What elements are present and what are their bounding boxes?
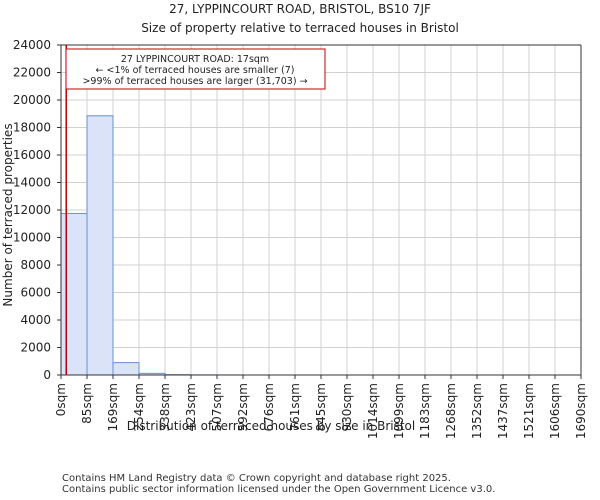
y-tick-label: 0 (43, 368, 51, 382)
y-tick-label: 4000 (20, 313, 51, 327)
x-tick-label: 507sqm (210, 383, 224, 431)
chart-subtitle: Size of property relative to terraced ho… (141, 21, 459, 35)
x-tick-label: 169sqm (106, 383, 120, 431)
y-axis-ticks: 0 2000 4000 6000 8000 10000 12000 14000 16000 180… (13, 38, 61, 382)
x-tick-label: 1521sqm (522, 383, 536, 439)
x-tick-label: 423sqm (184, 383, 198, 431)
x-axis-label: Distribution of terraced houses by size … (127, 419, 415, 433)
y-tick-label: 18000 (13, 121, 51, 135)
x-tick-label: 1183sqm (418, 383, 432, 439)
x-tick-label: 761sqm (288, 383, 302, 431)
bar-0sqm (60, 212, 88, 376)
y-axis-label: Number of terraced properties (1, 123, 15, 306)
footer-copyright: Contains HM Land Registry data © Crown c… (62, 473, 451, 484)
y-tick-label: 12000 (13, 203, 51, 217)
gridlines (60, 44, 582, 376)
bar-85sqm (86, 115, 114, 376)
annotation-line-2: ← <1% of terraced houses are smaller (7) (96, 65, 295, 76)
y-tick-label: 20000 (13, 93, 51, 107)
annotation-box: 27 LYPPINCOURT ROAD: 17sqm ← <1% of terr… (65, 48, 326, 90)
x-tick-label: 1352sqm (470, 383, 484, 439)
x-tick-label: 930sqm (340, 383, 354, 431)
x-axis-ticks: 0sqm 85sqm 169sqm 254sqm 338sqm 423sqm 507sqm 5… (54, 375, 588, 439)
x-tick-label: 1437sqm (496, 383, 510, 439)
x-tick-label: 592sqm (236, 383, 250, 431)
y-tick-label: 22000 (13, 66, 51, 80)
x-tick-label: 845sqm (314, 383, 328, 431)
y-tick-label: 14000 (13, 176, 51, 190)
bar-169sqm (112, 362, 140, 376)
y-tick-label: 6000 (20, 286, 51, 300)
x-tick-label: 338sqm (158, 383, 172, 431)
bars (60, 115, 322, 376)
y-tick-label: 10000 (13, 231, 51, 245)
y-tick-label: 24000 (13, 38, 51, 52)
x-tick-label: 0sqm (54, 383, 68, 416)
x-tick-label: 1014sqm (366, 383, 380, 439)
x-tick-label: 1606sqm (548, 383, 562, 439)
x-tick-label: 1099sqm (392, 383, 406, 439)
x-tick-label: 254sqm (132, 383, 146, 431)
x-tick-label: 676sqm (262, 383, 276, 431)
x-tick-label: 1268sqm (444, 383, 458, 439)
y-tick-label: 2000 (20, 341, 51, 355)
annotation-line-3: >99% of terraced houses are larger (31,7… (82, 76, 307, 87)
annotation-line-1: 27 LYPPINCOURT ROAD: 17sqm (121, 54, 269, 65)
x-tick-label: 85sqm (80, 383, 94, 424)
y-tick-label: 16000 (13, 148, 51, 162)
footer-licence: Contains public sector information licen… (62, 484, 496, 495)
x-tick-label: 1690sqm (574, 383, 588, 439)
chart-title: 27, LYPPINCOURT ROAD, BRISTOL, BS10 7JF (169, 2, 431, 16)
y-tick-label: 8000 (20, 258, 51, 272)
